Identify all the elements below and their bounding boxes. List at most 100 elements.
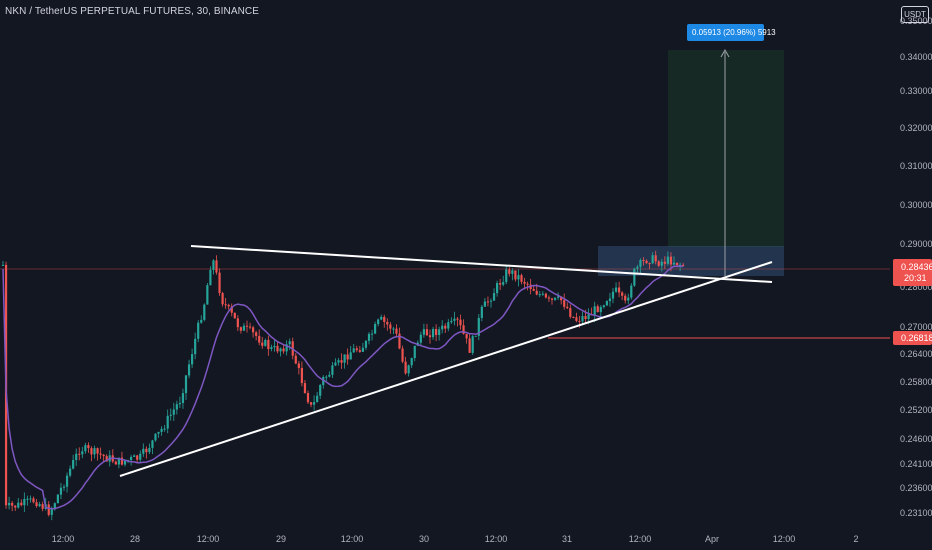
candle-body bbox=[669, 256, 673, 265]
candle-body bbox=[633, 268, 636, 286]
candle-body bbox=[541, 293, 544, 295]
trendlines[interactable] bbox=[119, 245, 773, 477]
candle-body bbox=[596, 306, 599, 313]
candle-body bbox=[50, 509, 53, 515]
candle-body bbox=[294, 355, 297, 364]
candle-body bbox=[337, 360, 340, 363]
candle-body bbox=[178, 403, 181, 405]
candle-body bbox=[59, 487, 63, 495]
candle-body bbox=[550, 298, 554, 300]
candle-body bbox=[303, 383, 307, 394]
candle-body bbox=[230, 306, 233, 313]
candle-body bbox=[264, 339, 267, 346]
candle-body bbox=[184, 375, 188, 394]
entry-stop-zone bbox=[598, 246, 784, 276]
candle-body bbox=[349, 352, 352, 360]
level-price-badge bbox=[893, 331, 932, 345]
candle-body bbox=[255, 332, 258, 336]
candle-body bbox=[523, 281, 526, 284]
candle-body bbox=[627, 297, 630, 301]
candle-body bbox=[422, 329, 425, 335]
price-tick-label: 0.30000 bbox=[900, 200, 932, 210]
candle-body bbox=[331, 365, 334, 375]
candle-body bbox=[273, 345, 276, 348]
price-tick-label: 0.34000 bbox=[900, 52, 932, 62]
price-tick-label: 0.35000 bbox=[900, 16, 932, 26]
price-axis[interactable]: 0.35000 0.34000 0.33000 0.32000 0.31000 0.300… bbox=[900, 16, 932, 518]
candle-body bbox=[105, 456, 108, 462]
candle-body bbox=[483, 301, 486, 307]
symbol-title: NKN / TetherUS PERPETUAL FUTURES, 30, BI… bbox=[5, 6, 260, 17]
candle-body bbox=[309, 402, 313, 405]
candle-body bbox=[123, 460, 127, 465]
time-tick-label: Apr bbox=[705, 534, 719, 544]
candle-body bbox=[261, 342, 264, 346]
candle-body bbox=[367, 333, 371, 341]
candle-body bbox=[316, 395, 319, 403]
candle-body bbox=[297, 363, 300, 368]
price-tick-label: 0.31000 bbox=[900, 161, 932, 171]
candle-body bbox=[465, 333, 468, 339]
candle-body bbox=[395, 328, 398, 334]
candle-body bbox=[404, 361, 407, 374]
candle-body bbox=[328, 374, 331, 377]
candle-body bbox=[666, 256, 669, 264]
candle-body bbox=[520, 275, 523, 282]
target-profit-zone bbox=[668, 50, 784, 247]
price-tick-label: 0.28000 bbox=[900, 282, 932, 292]
candle-body bbox=[313, 402, 316, 405]
candle-body bbox=[166, 415, 169, 429]
candle-body bbox=[209, 269, 212, 286]
candle-body bbox=[136, 455, 139, 460]
candle-body bbox=[535, 290, 538, 295]
candle-body bbox=[639, 260, 642, 267]
candle-body bbox=[505, 269, 508, 283]
candle-body bbox=[191, 354, 194, 365]
candle-body bbox=[84, 445, 87, 452]
candle-body bbox=[78, 453, 81, 455]
candle-body bbox=[459, 319, 462, 326]
candle-body bbox=[120, 457, 124, 465]
candle-body bbox=[553, 297, 557, 300]
ascending-trendline[interactable] bbox=[119, 261, 773, 477]
candle-body bbox=[181, 393, 185, 404]
candle-body bbox=[380, 316, 383, 320]
candle-body bbox=[352, 348, 355, 353]
candle-body bbox=[81, 451, 84, 455]
candle-body bbox=[23, 499, 26, 506]
candle-body bbox=[20, 502, 23, 506]
time-axis[interactable]: 12:00 28 12:00 29 12:00 30 12:00 31 12:00 Apr 12:0… bbox=[52, 534, 859, 544]
candle-body bbox=[547, 297, 551, 299]
time-tick-label: 2 bbox=[853, 534, 858, 544]
descending-trendline[interactable] bbox=[190, 245, 773, 283]
candle-body bbox=[169, 414, 172, 416]
candle-body bbox=[663, 261, 666, 264]
candle-body bbox=[486, 301, 490, 303]
candle-body bbox=[90, 448, 93, 455]
candle-body bbox=[514, 270, 517, 280]
candle-body bbox=[392, 328, 395, 330]
candle-body bbox=[499, 283, 502, 285]
candle-body bbox=[386, 321, 389, 325]
countdown-label: 20:31 bbox=[904, 273, 927, 283]
currency-button[interactable]: USDT bbox=[901, 6, 929, 23]
candle-body bbox=[428, 335, 432, 338]
candle-body bbox=[142, 448, 145, 454]
candle-body bbox=[194, 338, 197, 355]
candle-body bbox=[413, 345, 416, 359]
current-price-label: 0.28436 bbox=[901, 262, 932, 272]
candle-body bbox=[99, 453, 102, 455]
candle-body bbox=[444, 325, 447, 329]
candle-body bbox=[355, 348, 358, 351]
candle-body bbox=[560, 296, 563, 301]
candle-body bbox=[288, 341, 291, 345]
candle-body bbox=[258, 335, 261, 343]
candle-body bbox=[160, 428, 163, 432]
candle-body bbox=[358, 350, 361, 352]
candle-body bbox=[187, 364, 191, 376]
candle-body bbox=[276, 345, 279, 352]
candle-body bbox=[175, 404, 178, 410]
candle-body bbox=[563, 300, 566, 307]
candle-body bbox=[139, 453, 142, 460]
